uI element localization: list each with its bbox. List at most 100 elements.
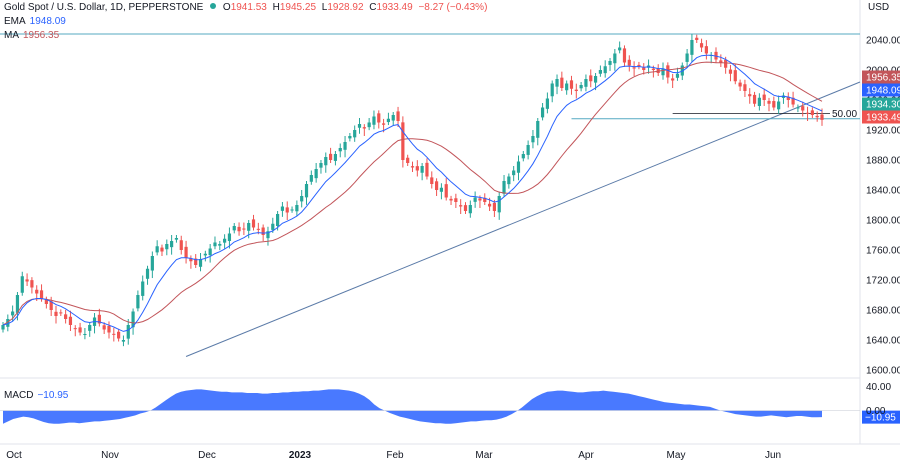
ma-value: 1956.35 bbox=[23, 30, 60, 41]
candle-body bbox=[699, 43, 704, 48]
candle-body bbox=[362, 127, 366, 129]
candle-body bbox=[309, 175, 313, 182]
time-tick-label: Feb bbox=[386, 450, 404, 461]
candle-body bbox=[791, 97, 795, 105]
candle-body bbox=[290, 209, 294, 211]
candle-body bbox=[97, 314, 101, 324]
price-tag-label: 1933.49 bbox=[866, 113, 900, 124]
candle-body bbox=[704, 46, 708, 54]
candle-body bbox=[304, 184, 309, 198]
candle-body bbox=[497, 196, 501, 213]
candle-body bbox=[64, 314, 68, 319]
price-tag bbox=[862, 97, 900, 111]
candle-body bbox=[724, 59, 728, 68]
candle-body bbox=[685, 53, 689, 62]
ohlc-high-label: H bbox=[272, 2, 280, 13]
candle-body bbox=[112, 333, 116, 335]
ma-label: MA bbox=[4, 30, 19, 41]
candle-body bbox=[661, 68, 665, 76]
candle-body bbox=[88, 325, 92, 331]
candle-body bbox=[651, 68, 655, 70]
candle-body bbox=[59, 312, 63, 314]
candle-body bbox=[170, 241, 174, 248]
candle-body bbox=[145, 268, 150, 279]
price-tick-label: 1920.00 bbox=[866, 126, 900, 137]
candle-body bbox=[690, 40, 694, 55]
price-tick-label: 1600.00 bbox=[866, 366, 900, 377]
candle-body bbox=[796, 107, 800, 109]
candle-body bbox=[449, 198, 453, 201]
candle-body bbox=[391, 115, 395, 121]
candle-body bbox=[343, 142, 347, 150]
candle-body bbox=[6, 319, 10, 327]
candle-body bbox=[131, 311, 135, 328]
trendline bbox=[185, 81, 861, 357]
candle-body bbox=[227, 233, 232, 241]
candle-body bbox=[150, 256, 154, 271]
candle-body bbox=[372, 116, 376, 125]
candle-body bbox=[512, 170, 516, 176]
candle-body bbox=[478, 198, 482, 201]
candle-body bbox=[675, 73, 680, 78]
candle-body bbox=[377, 113, 381, 123]
macd-tick-label: 0.00 bbox=[866, 406, 886, 417]
candle-body bbox=[579, 85, 583, 89]
candle-body bbox=[15, 295, 20, 313]
macd-legend[interactable]: MACD −10.95 bbox=[4, 390, 68, 401]
candle-body bbox=[353, 130, 357, 138]
candle-body bbox=[386, 118, 391, 123]
candle-body bbox=[454, 198, 458, 202]
candle-body bbox=[526, 145, 530, 155]
ma-line bbox=[2, 61, 823, 326]
ohlc-close: 1933.49 bbox=[376, 2, 413, 13]
candle-body bbox=[237, 226, 241, 232]
candle-body bbox=[463, 205, 468, 211]
candles bbox=[1, 34, 824, 347]
candle-body bbox=[637, 64, 641, 67]
candle-body bbox=[777, 101, 781, 110]
candle-body bbox=[642, 67, 646, 70]
candle-body bbox=[733, 70, 737, 82]
candle-body bbox=[276, 214, 280, 226]
candle-body bbox=[603, 66, 607, 74]
time-tick-label: May bbox=[667, 450, 686, 461]
candle-body bbox=[487, 203, 492, 207]
ema-legend[interactable]: EMA 1948.09 bbox=[4, 16, 66, 27]
candle-body bbox=[256, 228, 260, 230]
candle-body bbox=[767, 100, 771, 104]
candle-body bbox=[189, 258, 193, 262]
candle-body bbox=[83, 334, 87, 335]
candle-body bbox=[247, 223, 251, 231]
candle-body bbox=[338, 148, 342, 152]
candle-body bbox=[608, 61, 612, 65]
candle-body bbox=[459, 205, 463, 207]
candle-body bbox=[357, 124, 362, 128]
time-tick-label: Dec bbox=[198, 450, 216, 461]
candle-body bbox=[420, 166, 424, 173]
candle-body bbox=[680, 65, 684, 76]
candle-body bbox=[752, 94, 757, 104]
time-tick-label: Oct bbox=[6, 450, 22, 461]
candle-body bbox=[468, 205, 472, 214]
candle-body bbox=[810, 110, 814, 115]
ma-legend[interactable]: MA 1956.35 bbox=[4, 30, 59, 41]
candle-body bbox=[367, 122, 371, 128]
price-tick-label: 1800.00 bbox=[866, 216, 900, 227]
candle-body bbox=[569, 80, 574, 89]
drawn-lines: 50.00 bbox=[0, 33, 861, 357]
candle-body bbox=[54, 311, 58, 316]
candle-body bbox=[44, 299, 48, 304]
candle-body bbox=[483, 197, 487, 202]
price-tags: 1956.35 1948.09 1934.30 1933.49 bbox=[862, 70, 900, 124]
candle-body bbox=[126, 325, 130, 339]
candle-body bbox=[743, 84, 747, 91]
candle-body bbox=[560, 77, 564, 88]
candle-body bbox=[179, 240, 183, 250]
ohlc-open: 1941.53 bbox=[230, 2, 267, 13]
candle-body bbox=[772, 101, 776, 108]
ema-line bbox=[2, 54, 823, 332]
candle-body bbox=[295, 205, 299, 212]
candle-body bbox=[820, 114, 824, 120]
candle-body bbox=[333, 154, 338, 161]
candle-body bbox=[266, 231, 270, 239]
